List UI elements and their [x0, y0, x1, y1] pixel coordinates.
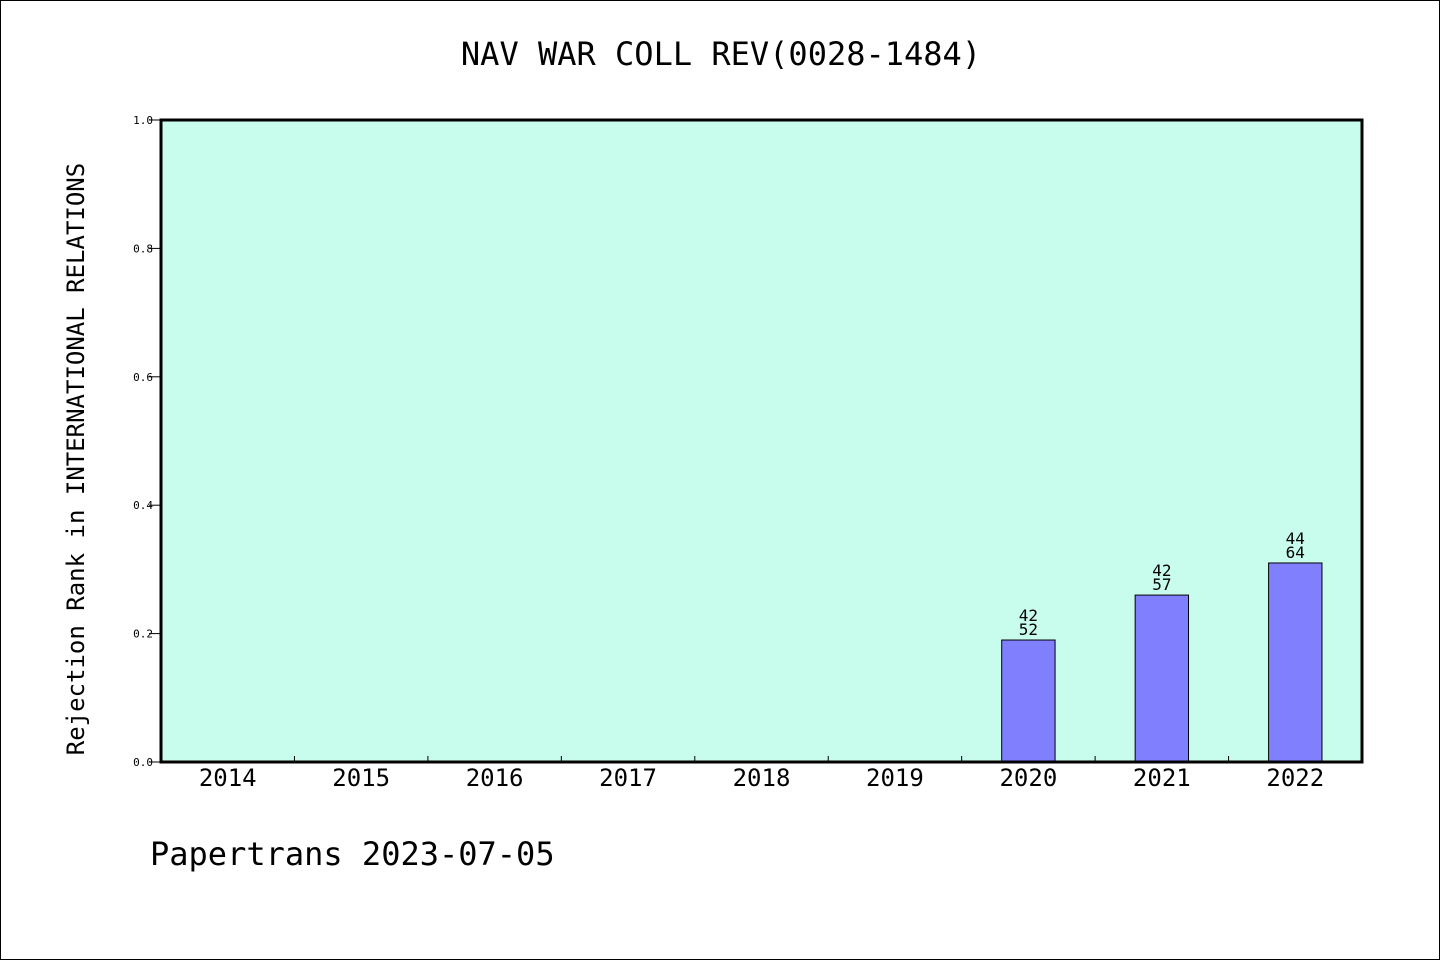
bar-data-label: 42 [1019, 606, 1038, 625]
y-tick-label: 0.6 [133, 371, 153, 384]
bar-data-label: 42 [1152, 561, 1171, 580]
x-tick-label: 2019 [866, 764, 924, 792]
bar-2022 [1268, 562, 1323, 763]
x-tick-label: 2018 [733, 764, 791, 792]
x-tick-label: 2020 [999, 764, 1057, 792]
bar-data-label: 44 [1286, 529, 1305, 548]
bar-2020 [1001, 639, 1056, 763]
x-tick-label: 2015 [332, 764, 390, 792]
y-tick-label: 0.8 [133, 242, 153, 255]
y-tick-label: 1.0 [133, 114, 153, 127]
bar-data-label: 52 [1019, 620, 1038, 639]
x-tick-label: 2021 [1133, 764, 1191, 792]
footer-label: Papertrans 2023-07-05 [150, 835, 555, 873]
y-tick-label: 0.2 [133, 628, 153, 641]
x-tick-label: 2017 [599, 764, 657, 792]
y-tick-label: 0.4 [133, 499, 153, 512]
bars [1001, 562, 1323, 763]
x-axis-ticks: 2014 2015 2016 2017 2018 2019 2020 2021 2022 [199, 756, 1324, 792]
plot-frame [159, 118, 1364, 764]
bar-data-label: 57 [1152, 575, 1171, 594]
x-tick-label: 2016 [466, 764, 524, 792]
x-tick-label: 2022 [1266, 764, 1324, 792]
y-axis-ticks: 0.0 0.2 0.4 0.6 0.8 1.0 [133, 114, 161, 769]
chart-title: NAV WAR COLL REV(0028-1484) [460, 35, 982, 73]
y-tick-label: 0.0 [133, 756, 153, 769]
bar-2021 [1134, 594, 1190, 763]
x-tick-label: 2014 [199, 764, 257, 792]
bar-data-label: 64 [1286, 543, 1305, 562]
